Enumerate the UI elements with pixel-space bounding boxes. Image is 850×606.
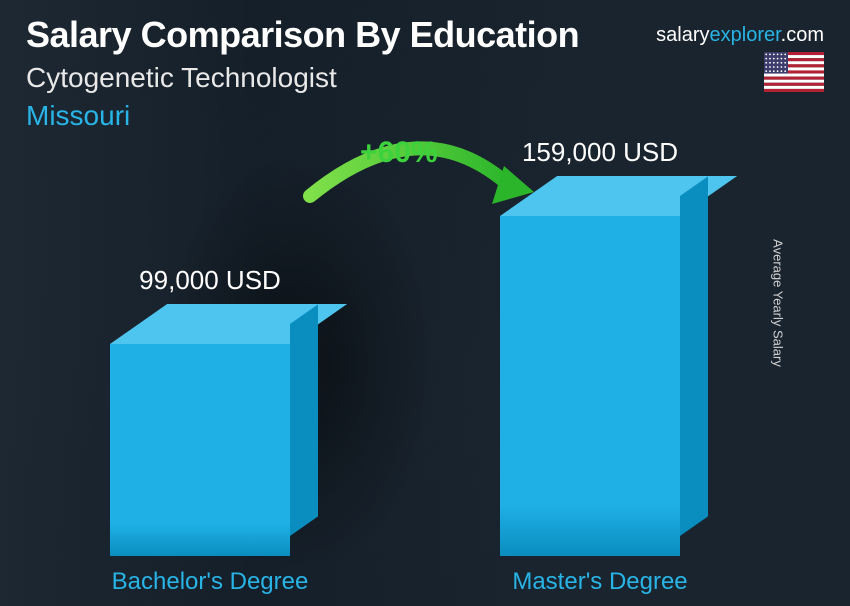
- bar-chart: +60% 99,000 USDBachelor's Degree159,000 …: [80, 156, 760, 556]
- bar-front: [500, 216, 680, 556]
- y-axis-label: Average Yearly Salary: [771, 239, 786, 367]
- brand-mid: explorer: [710, 24, 781, 46]
- brand-logo: salaryexplorer.com: [656, 24, 824, 47]
- bar-value-label: 99,000 USD: [100, 265, 320, 296]
- bar-side: [680, 176, 708, 536]
- bar-side: [290, 305, 318, 536]
- percent-change-badge: +60%: [360, 136, 438, 170]
- us-flag-icon: [764, 52, 824, 92]
- page-title: Salary Comparison By Education: [26, 14, 579, 56]
- brand-suffix: .com: [781, 24, 824, 46]
- bar-category-label: Bachelor's Degree: [90, 568, 330, 596]
- bar-front: [110, 344, 290, 556]
- infographic-container: Salary Comparison By Education Cytogenet…: [0, 0, 850, 606]
- brand-prefix: salary: [656, 24, 709, 46]
- bar-0: 99,000 USDBachelor's Degree: [110, 344, 290, 556]
- bar-category-label: Master's Degree: [480, 568, 720, 596]
- bar-value-label: 159,000 USD: [490, 137, 710, 168]
- bar-1: 159,000 USDMaster's Degree: [500, 216, 680, 556]
- job-title: Cytogenetic Technologist: [26, 62, 337, 94]
